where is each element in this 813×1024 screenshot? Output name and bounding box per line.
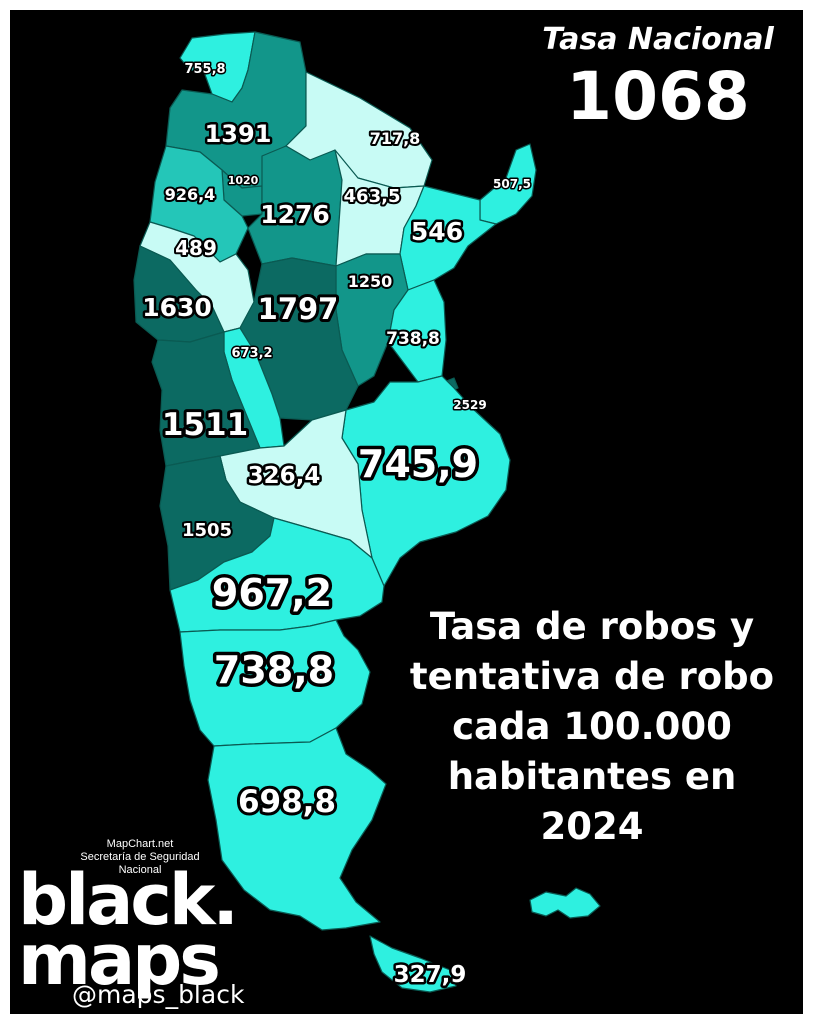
national-rate-label: Tasa Nacional [542,22,774,57]
value-label-salta: 1391 [205,120,272,148]
map-title: Tasa de robos y tentativa de robo cada 1… [382,602,802,852]
value-label-mendoza: 1511 [162,407,248,443]
value-label-chaco: 463,5 [344,186,401,207]
value-label-entre-rios: 738,8 [386,329,440,349]
title-line: Tasa de robos y [429,605,755,648]
province-santa-cruz [207,727,387,931]
value-label-san-juan: 1630 [142,293,212,322]
argentina-map: 755,8 1391 717,8 507,5 1020 926,4 1276 4… [133,31,601,993]
brand-line: black. [18,859,239,941]
title-line: habitantes en [447,755,737,798]
value-label-corrientes: 546 [411,217,463,246]
value-label-santa-cruz: 698,8 [238,784,336,820]
brand-logo: black. maps [18,859,239,1001]
credit-line: Secretaría de Seguridad [80,851,200,863]
value-label-buenos-aires: 745,9 [358,442,478,486]
map-frame: 755,8 1391 717,8 507,5 1020 926,4 1276 4… [10,10,803,1014]
social-handle: @maps_black [72,980,245,1009]
value-label-caba: 2529 [453,398,486,412]
value-label-la-rioja: 489 [175,236,217,260]
value-label-san-luis: 673,2 [231,346,272,361]
value-label-jujuy: 755,8 [184,62,225,77]
province-tierra-del-fuego [369,935,457,993]
value-label-neuquen: 1505 [182,520,232,541]
value-label-chubut: 738,8 [214,648,334,692]
value-label-catamarca: 926,4 [165,185,216,204]
title-line: cada 100.000 [452,705,732,748]
value-label-tierra-del-fuego: 327,9 [394,962,467,988]
islands-shape [529,887,601,919]
national-rate-value: 1068 [566,58,750,135]
brand-line: maps [18,919,221,1001]
value-label-misiones: 507,5 [493,177,531,191]
province-chubut [179,619,371,747]
title-line: tentativa de robo [409,655,775,698]
value-label-rio-negro: 967,2 [212,571,332,615]
credit-line: Nacional [118,864,162,876]
credit-line: MapChart.net [106,838,174,850]
province-corrientes [399,185,497,291]
source-credits: MapChart.net Secretaría de Seguridad Nac… [50,838,230,877]
value-label-cordoba: 1797 [258,292,339,326]
title-line: 2024 [540,805,644,848]
value-label-la-pampa: 326,4 [248,463,321,489]
value-label-santiago-del-estero: 1276 [260,200,330,229]
value-label-santa-fe: 1250 [348,272,393,291]
value-label-formosa: 717,8 [370,129,421,148]
value-label-tucuman: 1020 [228,174,259,187]
